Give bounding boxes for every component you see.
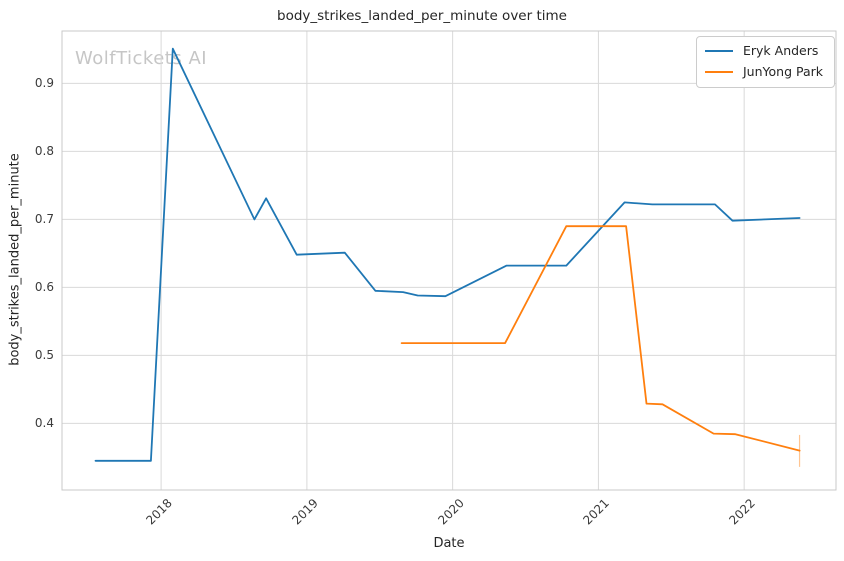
y-tick-label: 0.4 xyxy=(34,416,54,431)
series-line-0 xyxy=(94,47,801,462)
legend-label: JunYong Park xyxy=(743,64,823,79)
y-tick-label: 0.6 xyxy=(34,280,54,295)
watermark: WolfTickets AI xyxy=(75,48,208,69)
y-tick-label: 0.5 xyxy=(34,348,54,363)
plot-frame xyxy=(61,30,837,491)
x-axis-label: Date xyxy=(433,536,465,551)
legend-item: Eryk Anders xyxy=(705,44,823,58)
y-tick-label: 0.7 xyxy=(34,212,54,227)
legend-label: Eryk Anders xyxy=(743,43,819,58)
chart-title: body_strikes_landed_per_minute over time xyxy=(277,8,567,24)
legend-line-swatch xyxy=(705,70,733,74)
series-line-1 xyxy=(400,225,801,452)
legend-item: JunYong Park xyxy=(705,65,823,79)
y-tick-label: 0.8 xyxy=(34,144,54,159)
y-tick-label: 0.9 xyxy=(34,76,54,91)
legend-line-swatch xyxy=(705,49,733,53)
legend: Eryk Anders JunYong Park xyxy=(696,36,835,88)
